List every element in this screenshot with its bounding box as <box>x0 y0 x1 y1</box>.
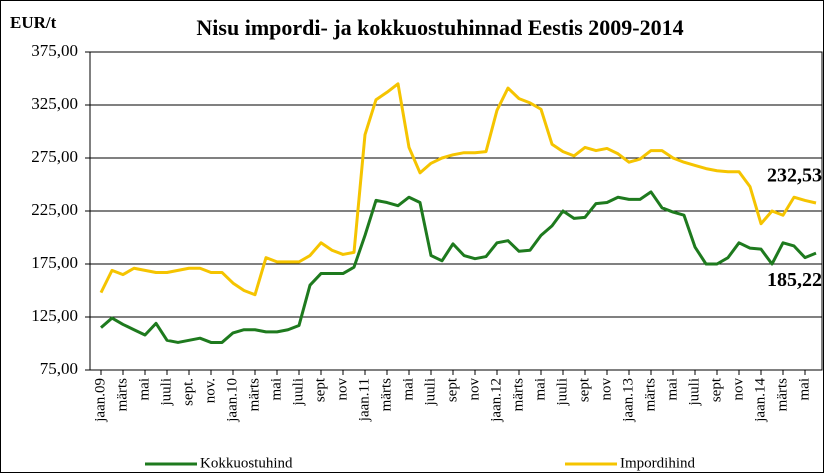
x-tick-label: jaan.14 <box>752 378 768 423</box>
x-tick-label: nov <box>466 378 482 401</box>
x-tick-label: juuli <box>554 378 570 407</box>
x-tick-label: märts <box>246 378 262 411</box>
x-tick-label: mai <box>268 378 284 401</box>
x-tick-label: sept <box>576 377 592 402</box>
x-tick-label: mai <box>400 378 416 401</box>
x-tick-label: jaan.09 <box>92 378 108 423</box>
x-tick-label: jaan.12 <box>488 378 504 423</box>
x-tick-label: märts <box>114 378 130 411</box>
x-tick-label: mai <box>136 378 152 401</box>
x-tick-label: märts <box>378 378 394 411</box>
x-tick-label: jaan.10 <box>224 378 240 423</box>
series-line <box>99 82 817 297</box>
y-tick-label: 125,00 <box>31 306 78 325</box>
x-tick-label: nov <box>730 378 746 401</box>
chart-title: Nisu impordi- ja kokkuostuhinnad Eestis … <box>196 15 683 40</box>
x-tick-label: juuli <box>686 378 702 407</box>
series-line <box>100 190 817 344</box>
x-tick-label: nov <box>334 378 350 401</box>
y-tick-label: 175,00 <box>31 253 78 272</box>
y-tick-label: 225,00 <box>31 200 78 219</box>
x-tick-label: jaan.11 <box>356 378 372 422</box>
x-tick-label: mai <box>532 378 548 401</box>
x-tick-label: mai <box>796 378 812 401</box>
legend-label: Impordihind <box>620 455 695 471</box>
y-tick-label: 375,00 <box>31 41 78 60</box>
x-tick-label: sept. <box>180 378 196 406</box>
x-tick-label: märts <box>510 378 526 411</box>
x-tick-label: mai <box>664 378 680 401</box>
x-tick-label: sept <box>444 377 460 402</box>
x-tick-label: sept <box>708 377 724 402</box>
y-axis-title: EUR/t <box>10 13 57 32</box>
data-label: 185,22 <box>767 269 822 291</box>
x-tick-label: jaan.13 <box>620 378 636 423</box>
x-tick-label: juuli <box>158 378 174 407</box>
data-label: 232,53 <box>767 165 822 187</box>
y-tick-label: 275,00 <box>31 147 78 166</box>
x-tick-label: juuli <box>290 378 306 407</box>
x-tick-label: juuli <box>422 378 438 407</box>
x-tick-label: nov. <box>202 378 218 403</box>
y-tick-label: 75,00 <box>40 359 78 378</box>
x-tick-label: nov <box>598 378 614 401</box>
x-tick-label: märts <box>642 378 658 411</box>
legend-label: Kokkuostuhind <box>200 455 293 471</box>
x-tick-label: märts <box>774 378 790 411</box>
x-tick-label: sept <box>312 377 328 402</box>
y-tick-label: 325,00 <box>31 94 78 113</box>
